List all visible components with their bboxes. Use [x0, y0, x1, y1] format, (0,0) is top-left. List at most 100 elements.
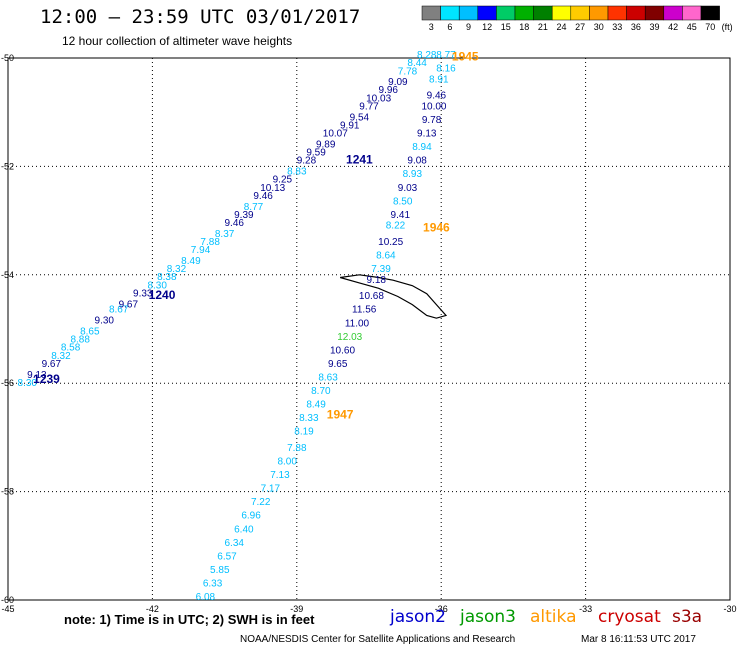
legend-label: 15 [501, 22, 511, 32]
wave-height-value: 7.39 [371, 264, 391, 275]
pass-time-label: 1241 [346, 153, 373, 167]
wave-height-value: 9.96 [379, 85, 399, 96]
wave-height-value: 11.56 [352, 305, 377, 316]
legend-label: 18 [519, 22, 529, 32]
legend-swatch [421, 5, 441, 21]
legend-swatch [477, 5, 497, 21]
wave-height-value: 8.49 [306, 400, 326, 411]
wave-height-value: 9.89 [316, 139, 336, 150]
wave-height-value: 9.18 [366, 275, 386, 286]
satellite-legend-cryosat: cryosat [598, 607, 661, 627]
legend-label: 70 [705, 22, 715, 32]
y-tick-label: -54 [1, 270, 14, 280]
wave-height-value: 10.68 [359, 291, 384, 302]
wave-height-value: 9.09 [388, 77, 408, 88]
footer-credit: NOAA/NESDIS Center for Satellite Applica… [240, 634, 516, 645]
wave-height-value: 8.77 [244, 202, 264, 213]
legend-label: 39 [649, 22, 659, 32]
wave-height-value: 7.22 [251, 497, 271, 508]
wave-height-value: 7.88 [287, 443, 307, 454]
wave-height-value: 9.67 [42, 359, 62, 370]
wave-height-value: 8.94 [412, 142, 432, 153]
wave-height-value: 9.78 [422, 115, 442, 126]
satellite-legend-altika: altika [530, 607, 577, 627]
wave-height-value: 8.38 [157, 272, 177, 283]
legend-label: 21 [538, 22, 548, 32]
wave-height-value: 8.67 [109, 305, 129, 316]
wave-height-value: 8.32 [51, 351, 71, 362]
wave-height-value: 9.13 [417, 129, 437, 140]
wave-height-value: 8.65 [80, 326, 100, 337]
wave-height-value: 8.70 [311, 386, 331, 397]
wave-height-value: 8.28 [417, 50, 437, 61]
satellite-legend-jason3: jason3 [460, 607, 516, 627]
footnote: note: 1) Time is in UTC; 2) SWH is in fe… [64, 612, 315, 627]
footer-timestamp: Mar 8 16:11:53 UTC 2017 [581, 634, 696, 645]
wave-height-value: 8.77 [436, 50, 456, 61]
x-tick-label: -45 [1, 604, 14, 614]
x-tick-label: -30 [723, 604, 736, 614]
wave-height-value: 8.37 [215, 229, 235, 240]
legend-label: 3 [429, 22, 434, 32]
satellite-legend-jason2: jason2 [390, 607, 446, 627]
legend-label: 45 [687, 22, 697, 32]
wave-height-value: 8.88 [70, 335, 90, 346]
pass-time-label: 1239 [33, 372, 60, 386]
wave-height-value: 11.00 [345, 318, 370, 329]
wave-height-value: 8.91 [429, 74, 449, 85]
wave-height-value: 9.25 [273, 175, 293, 186]
wave-height-value: 9.39 [234, 210, 254, 221]
legend-swatch [551, 5, 572, 21]
legend-label: 36 [631, 22, 641, 32]
wave-height-value: 7.17 [261, 484, 281, 495]
wave-height-value: 5.85 [210, 565, 230, 576]
wave-height-value: 6.96 [241, 511, 261, 522]
wave-height-value: 7.94 [191, 245, 211, 256]
legend-label: 24 [556, 22, 566, 32]
wave-height-value: 9.46 [427, 91, 447, 102]
wave-height-value: 10.60 [330, 345, 355, 356]
legend-swatch [589, 5, 609, 21]
wave-height-value: 9.13 [27, 370, 47, 381]
wave-height-value: 10.07 [323, 129, 348, 140]
legend-label: 9 [466, 22, 471, 32]
y-tick-label: -50 [1, 53, 14, 63]
wave-height-value: 10.25 [378, 237, 403, 248]
y-tick-label: -58 [1, 487, 14, 497]
wave-height-value: 6.08 [196, 592, 216, 603]
legend-swatch [496, 5, 516, 21]
wave-height-value: 8.30 [147, 280, 167, 291]
legend-label: 6 [447, 22, 452, 32]
legend-swatch [607, 5, 627, 21]
legend-label: 33 [612, 22, 622, 32]
legend-swatch [533, 5, 553, 21]
legend-swatch [570, 5, 590, 21]
y-tick-label: -60 [1, 595, 14, 605]
pass-time-label: 1946 [423, 220, 450, 234]
page-subtitle: 12 hour collection of altimeter wave hei… [62, 34, 293, 48]
wave-height-value: 8.83 [287, 167, 307, 178]
x-tick-label: -39 [290, 604, 303, 614]
legend-swatch [644, 5, 665, 21]
wave-height-value: 8.00 [277, 457, 297, 468]
wave-height-value: 8.49 [181, 256, 201, 267]
map-frame [7, 57, 731, 601]
wave-height-value: 10.03 [366, 93, 391, 104]
legend-swatch [700, 5, 720, 21]
wave-height-value: 8.16 [436, 64, 456, 75]
legend-swatch [682, 5, 702, 21]
legend-label: 12 [482, 22, 492, 32]
wave-height-value: 7.13 [270, 470, 290, 481]
wave-height-value: 9.91 [340, 120, 360, 131]
legend-swatch [514, 5, 534, 21]
wave-height-value: 9.59 [306, 148, 326, 159]
wave-height-value: 9.30 [95, 316, 115, 327]
wave-height-value: 9.41 [391, 210, 411, 221]
wave-height-value: 6.40 [234, 524, 254, 535]
wave-height-value: 10.00 [421, 101, 446, 112]
y-tick-label: -56 [1, 378, 14, 388]
pass-time-label: 1947 [327, 407, 354, 421]
x-tick-label: -42 [146, 604, 159, 614]
wave-height-value: 9.77 [359, 101, 379, 112]
